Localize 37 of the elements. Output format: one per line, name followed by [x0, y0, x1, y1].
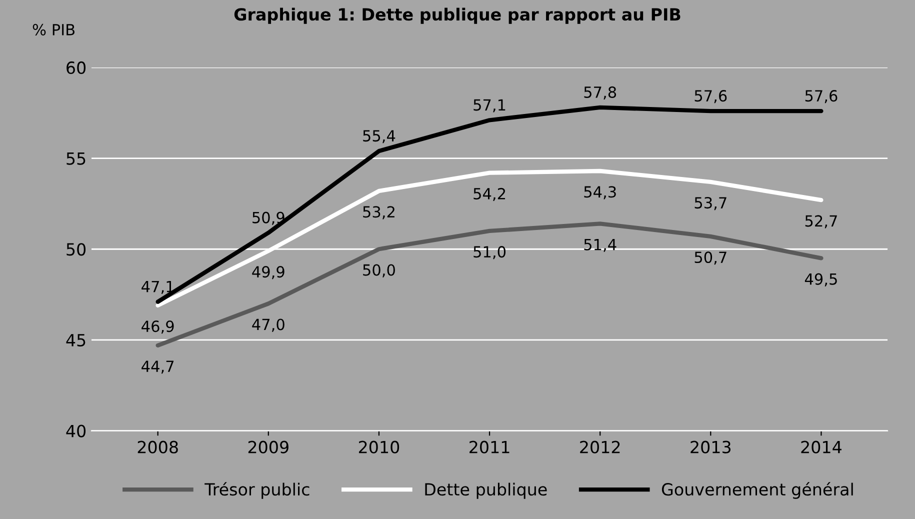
y-tick-label: 45 [66, 334, 86, 347]
data-label: 47,1 [142, 280, 174, 294]
legend-label: Trésor public [204, 482, 310, 499]
data-label: 53,7 [694, 197, 726, 210]
x-tick-label: 2009 [248, 440, 288, 454]
x-tick-label: 2008 [138, 440, 178, 454]
data-label: 49,5 [804, 273, 837, 286]
data-label: 57,6 [694, 90, 727, 104]
y-tick-label: 60 [66, 61, 86, 74]
data-label: 57,8 [584, 86, 616, 100]
x-tick-label: 2010 [358, 440, 400, 454]
legend-label: Gouvernement général [662, 482, 853, 499]
data-label: 53,2 [363, 206, 394, 220]
x-tick-label: 2011 [470, 440, 510, 454]
data-label: 49,9 [252, 266, 284, 280]
legend-label: Dette publique [425, 482, 547, 499]
data-label: 50,0 [363, 264, 395, 278]
y-tick-label: 40 [66, 424, 86, 438]
data-label: 57,6 [805, 90, 838, 104]
y-axis-title: % PIB [32, 24, 74, 36]
data-label: 51,4 [584, 238, 616, 252]
y-tick-label: 50 [66, 243, 86, 256]
data-label: 51,0 [474, 246, 506, 260]
data-label: 44,7 [142, 360, 174, 374]
data-label: 50,7 [694, 252, 726, 265]
data-label: 47,0 [252, 318, 284, 332]
data-label: 46,9 [142, 320, 174, 334]
y-tick-label: 55 [66, 152, 86, 165]
data-label: 52,7 [805, 215, 837, 228]
data-label: 54,3 [584, 186, 616, 200]
data-label: 55,4 [363, 130, 396, 144]
data-label: 57,1 [474, 99, 506, 112]
data-label: 54,2 [474, 188, 506, 202]
chart-title: Graphique 1: Dette publique par rapport au PIB [234, 8, 680, 24]
x-tick-label: 2014 [801, 440, 842, 454]
x-tick-label: 2012 [580, 440, 620, 454]
x-tick-label: 2013 [690, 440, 731, 454]
